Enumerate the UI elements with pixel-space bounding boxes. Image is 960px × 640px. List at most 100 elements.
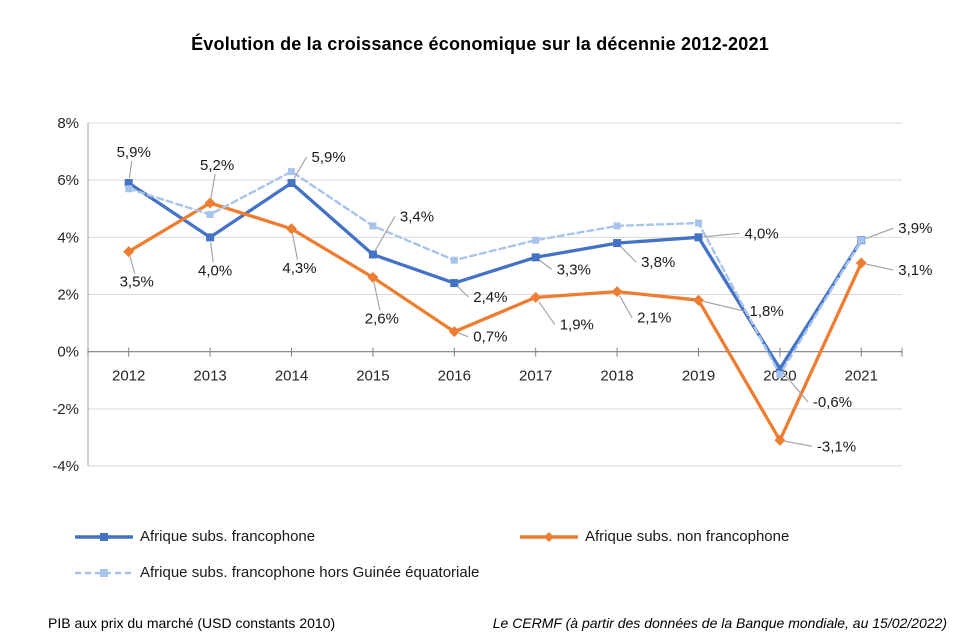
y-axis-label: -2% — [52, 401, 79, 418]
y-axis-label: 6% — [57, 172, 79, 189]
y-axis-label: 4% — [57, 229, 79, 246]
series-marker-2 — [532, 236, 540, 244]
series-marker-2 — [857, 236, 865, 244]
data-label-leader — [210, 242, 214, 263]
legend-item-francophone: Afrique subs. francophone — [75, 528, 315, 545]
data-label-leader — [866, 263, 894, 271]
data-label-leader — [210, 173, 216, 199]
data-label: 5,2% — [200, 157, 234, 174]
series-marker-2 — [613, 222, 621, 230]
data-label: 4,0% — [198, 262, 232, 279]
data-label-leader — [703, 300, 745, 312]
legend-label-non-francophone: Afrique subs. non francophone — [585, 528, 790, 545]
legend-label-hors-guinee: Afrique subs. francophone hors Guinée éq… — [140, 564, 480, 581]
series-marker-0 — [694, 233, 703, 242]
series-marker-0 — [287, 179, 296, 188]
legend-item-non-francophone: Afrique subs. non francophone — [520, 528, 789, 545]
legend-swatch-non-francophone — [520, 531, 578, 542]
series-line-2 — [127, 170, 863, 376]
series-line-1 — [127, 201, 863, 442]
legend-marker — [100, 568, 108, 577]
data-label: 1,8% — [750, 303, 784, 320]
legend-marker — [100, 532, 108, 541]
data-label: 4,3% — [282, 260, 316, 277]
data-label-leader — [538, 301, 556, 325]
series-marker-2 — [125, 185, 133, 193]
data-label-leader — [374, 216, 396, 251]
data-label: 0,7% — [473, 329, 507, 346]
data-label: 2,4% — [473, 289, 507, 306]
series-marker-0 — [450, 279, 459, 288]
legend-marker — [544, 531, 554, 542]
series-marker-0 — [531, 253, 540, 262]
x-axis-label: 2016 — [438, 368, 471, 385]
x-axis-label: 2017 — [519, 368, 552, 385]
data-label-leader — [703, 232, 740, 238]
series-marker-2 — [288, 168, 295, 176]
y-axis-label: -4% — [52, 458, 79, 475]
footer-source: Le CERMF (à partir des données de la Ban… — [492, 615, 947, 631]
series-marker-1 — [286, 223, 297, 235]
series-marker-0 — [124, 179, 133, 188]
series-marker-1 — [693, 294, 704, 306]
line-chart: 8% 6% 4% 2% 0% -2% -4% 2012 2013 2014 2015 2016 2017… — [52, 115, 932, 475]
data-label: 3,9% — [898, 220, 932, 237]
data-label: -0,6% — [813, 394, 852, 411]
legend-swatch-hors-guinee — [75, 568, 133, 577]
data-label: -3,1% — [817, 438, 856, 455]
series-marker-2 — [776, 371, 784, 379]
chart-title: Évolution de la croissance économique su… — [191, 34, 769, 54]
series-marker-1 — [204, 197, 216, 209]
x-axis-label: 2019 — [682, 368, 715, 385]
data-label: 3,8% — [641, 254, 675, 271]
x-axis-label: 2015 — [356, 368, 389, 385]
series-marker-2 — [695, 219, 702, 227]
x-axis-label: 2012 — [112, 368, 145, 385]
data-label: 3,1% — [898, 262, 932, 279]
data-label: 4,0% — [745, 225, 779, 242]
legend-label-francophone: Afrique subs. francophone — [140, 528, 316, 545]
data-label: 5,9% — [117, 144, 151, 161]
data-label: 2,1% — [637, 310, 671, 327]
x-axis-label: 2014 — [275, 368, 308, 385]
series-marker-1 — [774, 434, 786, 446]
series-marker-1 — [123, 246, 135, 258]
series-marker-0 — [775, 364, 784, 373]
x-axis-label: 2018 — [600, 368, 633, 385]
x-axis-label: 2013 — [193, 368, 226, 385]
series-marker-1 — [448, 326, 460, 338]
series-marker-1 — [367, 271, 379, 283]
data-label-leader — [458, 332, 469, 338]
series-marker-0 — [368, 250, 377, 259]
data-label: 5,9% — [312, 149, 346, 166]
data-label-leader — [373, 282, 381, 311]
legend-swatch-francophone — [75, 532, 133, 541]
legend-item-hors-guinee: Afrique subs. francophone hors Guinée éq… — [75, 564, 479, 581]
data-label: 1,9% — [560, 316, 594, 333]
data-label-leader — [291, 233, 299, 260]
data-label-leader — [129, 256, 136, 274]
series-marker-1 — [611, 286, 623, 298]
x-axis-label: 2021 — [845, 368, 878, 385]
data-label-leader — [782, 372, 809, 403]
y-axis-label: 2% — [57, 287, 79, 304]
y-axis-label: 0% — [57, 344, 79, 361]
series-marker-2 — [369, 222, 377, 230]
series-marker-1 — [530, 291, 542, 303]
y-axis-label: 8% — [57, 115, 79, 132]
series-marker-1 — [855, 257, 867, 269]
data-label-leader — [620, 246, 637, 263]
data-label: 3,3% — [557, 261, 591, 278]
series-marker-0 — [206, 233, 215, 242]
data-label-leader — [784, 440, 813, 447]
data-label-leader — [457, 286, 469, 298]
footer-note: PIB aux prix du marché (USD constants 20… — [48, 615, 336, 631]
series-line-0 — [127, 181, 863, 371]
series-marker-0 — [613, 239, 622, 248]
series-marker-2 — [206, 210, 214, 218]
data-label-leader — [539, 259, 553, 270]
data-label: 2,6% — [365, 310, 399, 327]
data-label: 3,4% — [400, 208, 434, 225]
series-marker-2 — [450, 256, 458, 264]
